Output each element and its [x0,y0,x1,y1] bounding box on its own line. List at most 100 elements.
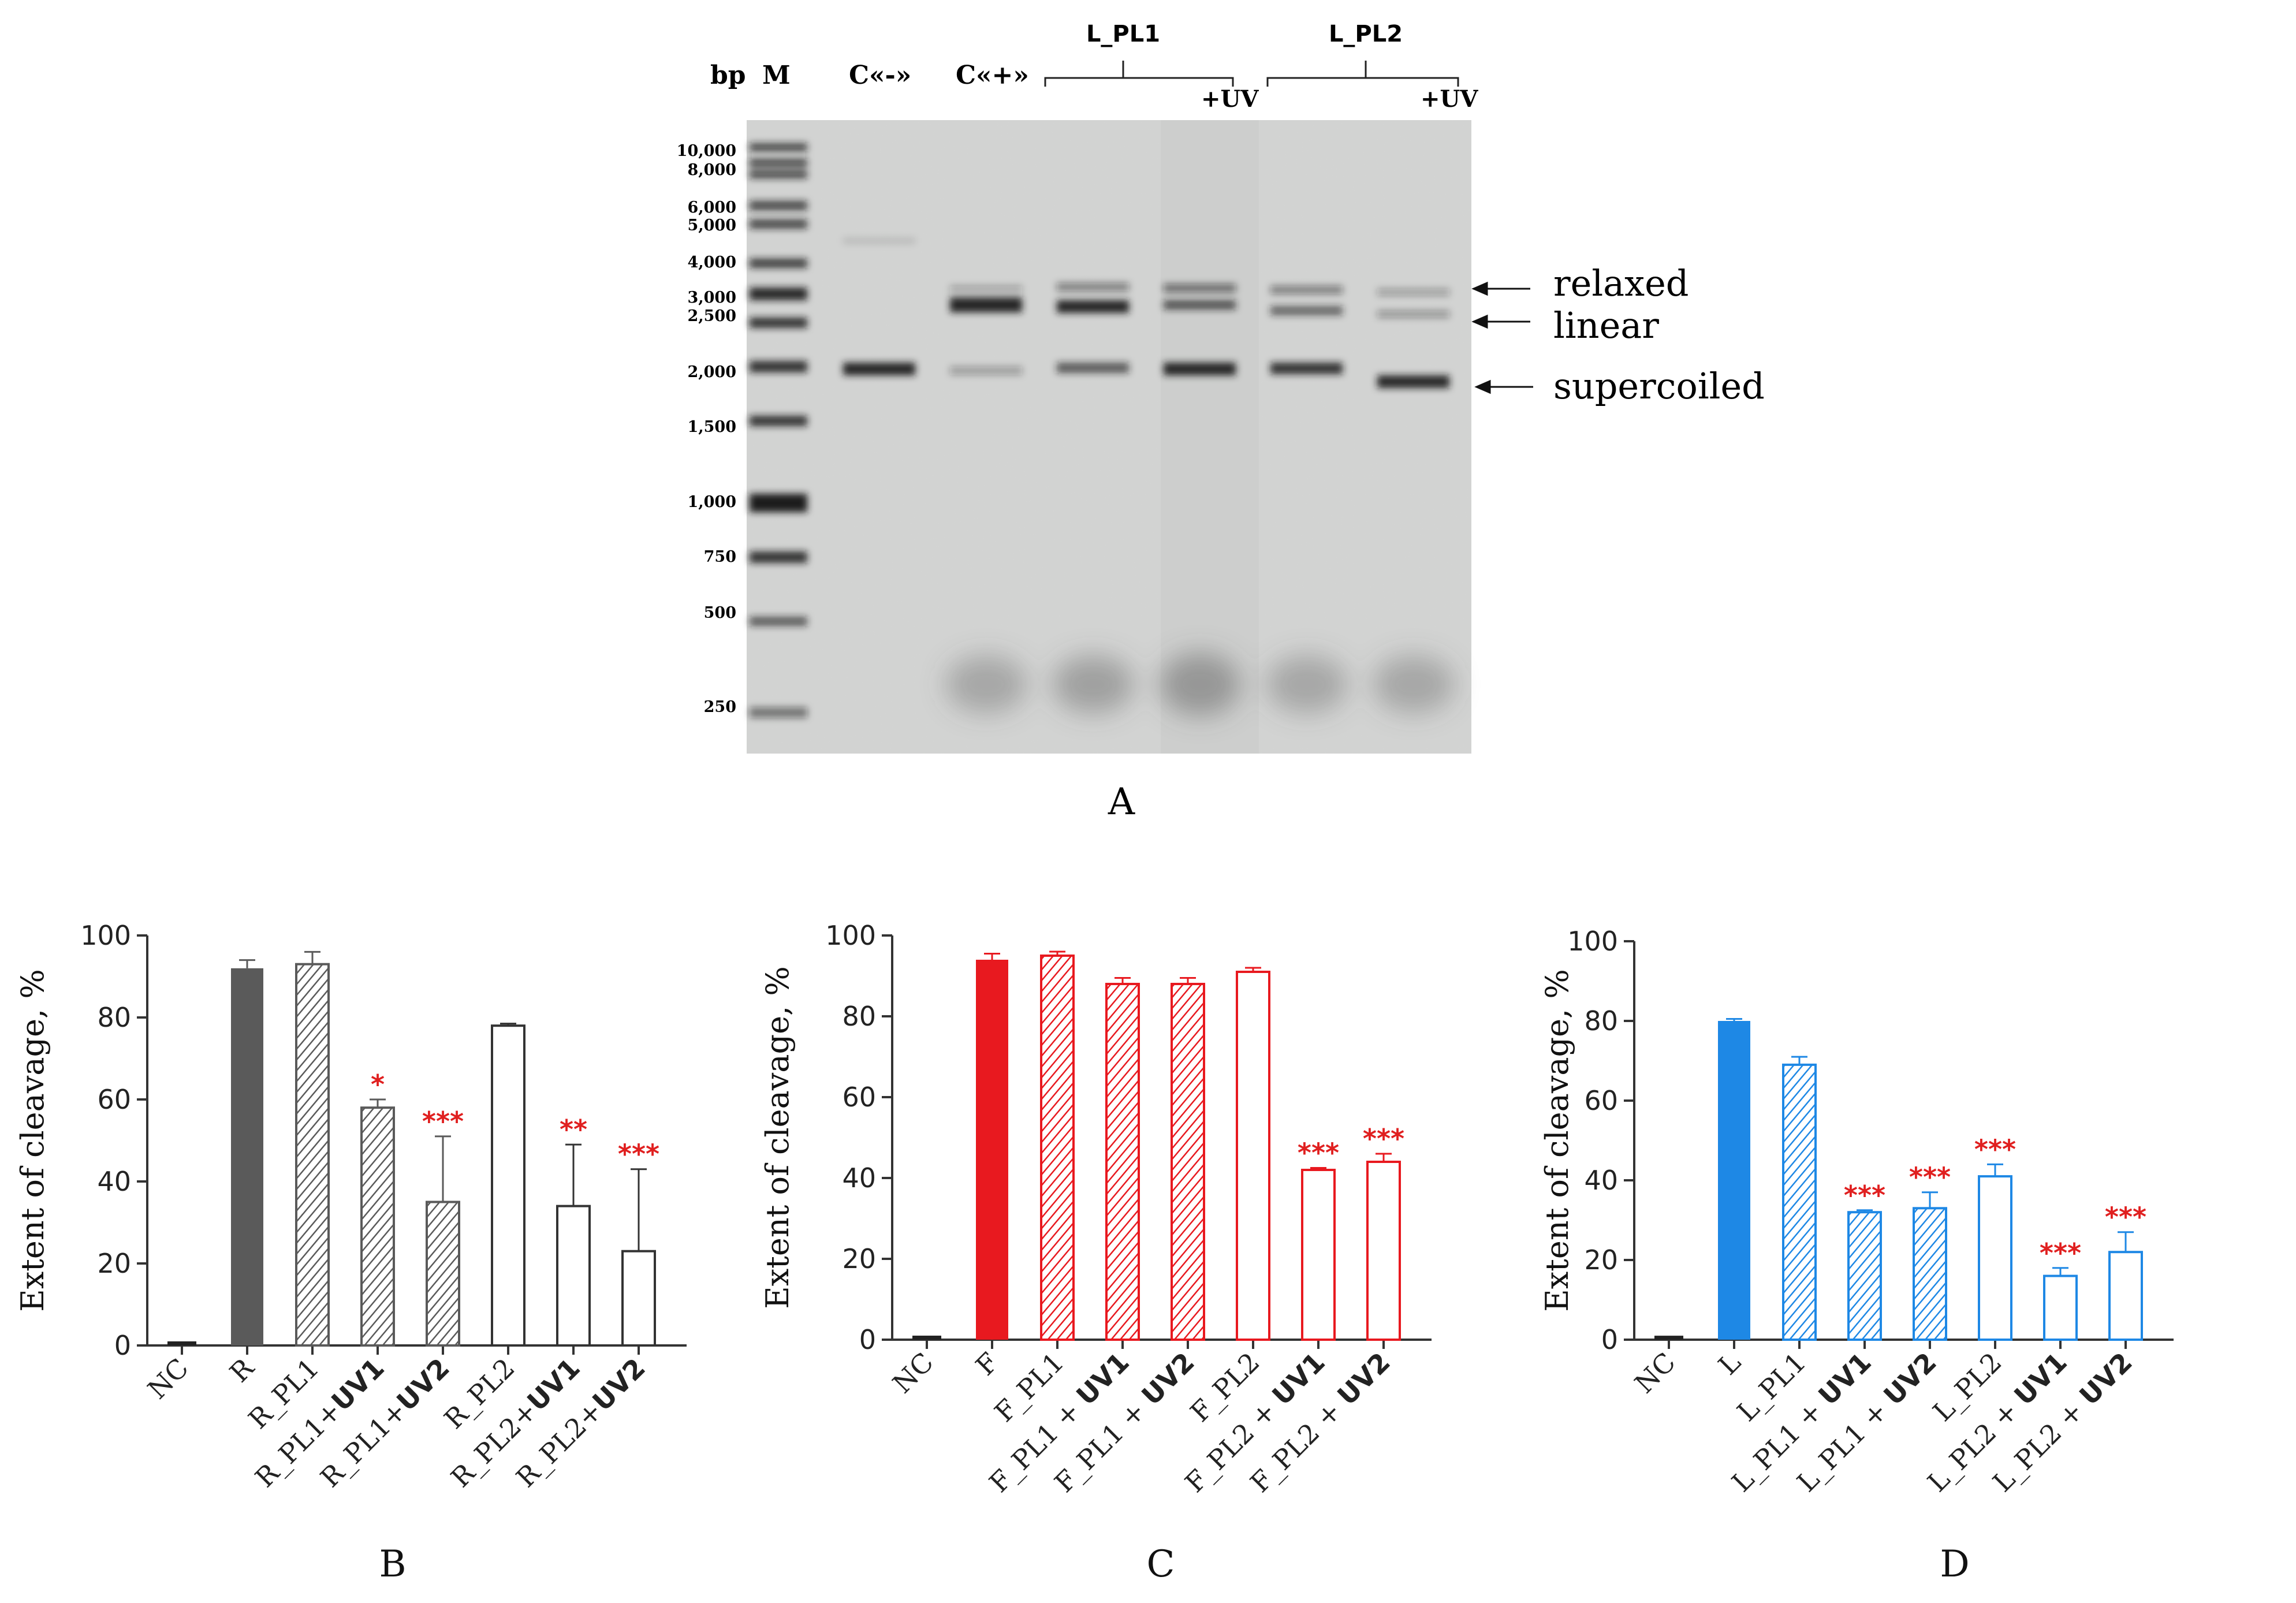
significance-label: *** [2105,1202,2146,1233]
bar [1782,1063,1817,1341]
y-tick-label: 40 [1584,1165,1618,1196]
bar [1718,1021,1750,1340]
bar [1040,955,1075,1341]
category-label-part: F [970,1347,1005,1382]
category-label: R [223,1352,260,1389]
y-tick-label: 100 [1567,926,1618,957]
gel-band-arrows [1471,281,1533,394]
significance-label: *** [1844,1180,1885,1211]
bar [912,1336,941,1340]
ladder-label: 250 [704,698,736,716]
y-tick-label: 60 [842,1082,876,1113]
category-label-part: R [223,1352,260,1389]
gel-panel: bp M C«-» C«+» L_PL1 +UV L_PL2 +UV 10,00… [677,21,1765,823]
significance-label: * [371,1069,385,1100]
bar [1301,1169,1336,1341]
y-tick-label: 60 [1584,1085,1618,1116]
y-tick-label: 0 [114,1330,131,1361]
arrow-label-linear: linear [1553,304,1659,346]
y-tick-label: 20 [842,1243,876,1274]
gel-ladder-labels: 10,000 8,000 6,000 5,000 4,000 3,000 2,5… [677,142,736,716]
y-tick-label: 100 [825,920,876,951]
significance-label: *** [422,1106,464,1137]
significance-label: *** [1298,1138,1339,1169]
y-tick-label: 0 [859,1324,876,1355]
category-label: NC [141,1352,195,1406]
gel-lane-shade [1161,120,1259,754]
bar [2043,1274,2078,1341]
bar [295,963,330,1347]
gel-group-label-pl2: L_PL2 [1329,21,1403,47]
y-tick-label: 60 [97,1084,131,1115]
gel-ladder-bands [750,143,807,718]
category-label: NC [886,1347,940,1400]
gel-texture [747,120,1471,754]
category-label: L [1712,1347,1747,1381]
gel-neg-control-label: C«-» [849,61,911,90]
bar [1171,983,1205,1341]
gel-low-mw-smears [946,653,1454,716]
bar [360,1106,395,1347]
y-axis-label: Extent of cleavage, % [759,966,796,1309]
bar [167,1341,196,1345]
category-label: F [970,1347,1005,1382]
gel-group-bracket-pl1 [1044,61,1234,87]
panel-label-a: A [1108,781,1135,823]
significance-label: *** [1909,1162,1951,1193]
bar [1236,971,1270,1341]
bar [231,968,263,1345]
bar [1654,1336,1683,1340]
bar [1978,1175,2012,1341]
bar [1105,983,1140,1341]
bar [426,1201,460,1347]
bar [491,1024,525,1347]
significance-label: *** [1363,1123,1404,1154]
gel-group-label-pl1: L_PL1 [1086,21,1160,47]
bar [1366,1161,1401,1341]
ladder-label: 4,000 [687,254,736,271]
ladder-label: 5,000 [687,217,736,234]
bar [556,1205,591,1347]
bar [621,1250,656,1347]
y-tick-label: 100 [80,920,131,951]
arrow-label-supercoiled: supercoiled [1553,365,1765,407]
ladder-label: 10,000 [677,142,736,160]
gel-uv-label-pl2: +UV [1421,85,1478,113]
gel-sample-bands [843,238,1449,388]
y-tick-label: 80 [842,1001,876,1032]
significance-label: *** [618,1139,659,1170]
category-label-part: L [1712,1347,1747,1381]
bar [1847,1211,1882,1341]
panel-label: C [1147,1543,1175,1586]
significance-label: ** [560,1114,587,1145]
ladder-label: 8,000 [687,161,736,179]
gel-pos-control-label: C«+» [956,61,1029,90]
y-axis-label: Extent of cleavage, % [14,969,51,1311]
y-tick-label: 20 [97,1248,131,1279]
panel-label: D [1940,1543,1969,1586]
bar [2108,1251,2143,1341]
ladder-label: 3,000 [687,289,736,307]
ladder-label: 2,000 [687,363,736,381]
ladder-label: 1,000 [687,493,736,511]
ladder-label: 750 [704,548,736,566]
y-tick-label: 40 [97,1166,131,1197]
category-label-part: NC [1628,1347,1682,1400]
y-tick-label: 20 [1584,1244,1618,1276]
gel-group-bracket-pl2 [1266,61,1459,87]
arrow-label-relaxed: relaxed [1553,262,1689,304]
gel-uv-label-pl1: +UV [1201,85,1259,113]
category-label: NC [1628,1347,1682,1400]
category-label-part: NC [141,1352,195,1406]
ladder-label: 500 [704,604,736,622]
y-tick-label: 40 [842,1162,876,1194]
gel-bp-label: bp [710,61,746,90]
category-label-part: NC [886,1347,940,1400]
panel-label: B [379,1543,406,1586]
gel-marker-label: M [762,61,791,90]
y-axis-label: Extent of cleavage, % [1539,969,1575,1311]
